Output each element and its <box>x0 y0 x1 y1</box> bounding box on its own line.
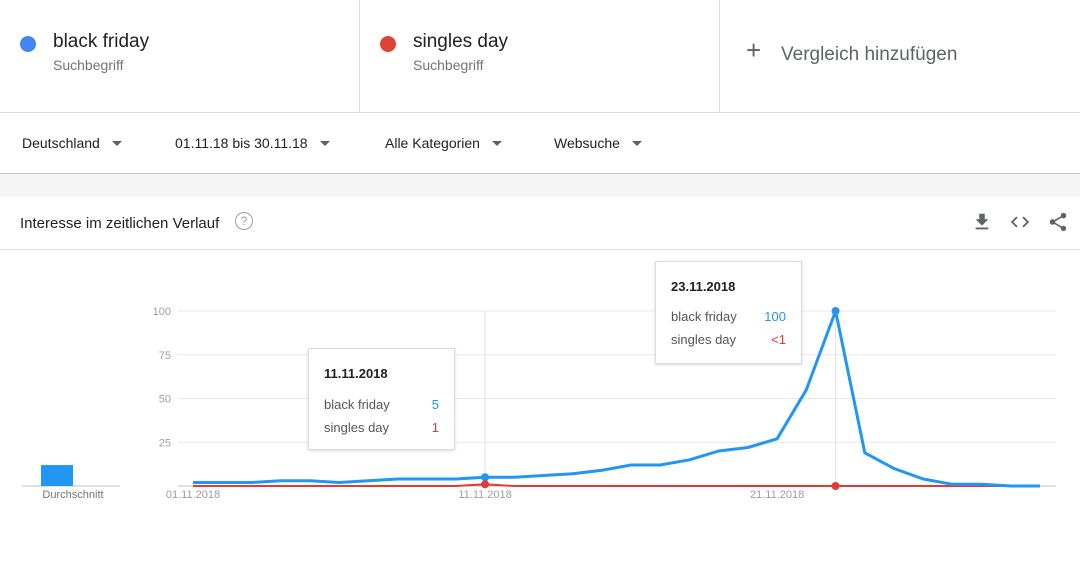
interest-over-time-header: Interesse im zeitlichen Verlauf ? <box>0 197 1080 250</box>
tooltip-series-value: 1 <box>431 420 439 435</box>
download-icon[interactable] <box>971 211 993 233</box>
term-type: Suchbegriff <box>53 57 124 73</box>
series-color-dot <box>380 36 396 52</box>
series-line-singles-day <box>193 483 1040 487</box>
series-line-black-friday <box>193 309 1040 488</box>
tooltip-date: 23.11.2018 <box>671 279 736 294</box>
y-tick-label: 50 <box>159 394 171 406</box>
series-color-dot <box>20 36 36 52</box>
term-card-singles-day[interactable]: singles day Suchbegriff <box>360 0 720 112</box>
comparison-terms-bar: black friday Suchbegriff singles day Suc… <box>0 0 1080 113</box>
x-tick-label: 01.11.2018 <box>166 489 220 501</box>
tooltip-series-value: <1 <box>771 332 786 347</box>
date-range-value: 01.11.18 bis 30.11.18 <box>175 135 308 151</box>
chevron-down-icon <box>631 140 642 146</box>
embed-icon[interactable] <box>1009 211 1031 233</box>
chart-tooltip: 23.11.2018 black friday 100 singles day … <box>655 261 802 364</box>
search-type-dropdown[interactable]: Websuche <box>554 135 642 151</box>
tooltip-series-value: 100 <box>764 309 786 324</box>
region-value: Deutschland <box>22 135 100 151</box>
tooltip-series-value: 5 <box>431 397 439 412</box>
chart-tooltip: 11.11.2018 black friday 5 singles day 1 <box>308 348 455 450</box>
search-type-value: Websuche <box>554 135 620 151</box>
help-icon[interactable]: ? <box>235 212 253 230</box>
y-tick-label: 100 <box>153 306 171 318</box>
tooltip-series-label: black friday <box>324 397 390 412</box>
data-point <box>831 307 840 315</box>
term-type: Suchbegriff <box>413 57 484 73</box>
average-bar <box>41 465 73 486</box>
date-range-dropdown[interactable]: 01.11.18 bis 30.11.18 <box>175 135 330 151</box>
chevron-down-icon <box>491 140 502 146</box>
tooltip-series-label: singles day <box>671 332 737 347</box>
chevron-down-icon <box>319 140 330 146</box>
add-comparison-button[interactable]: + Vergleich hinzufügen <box>720 0 1080 112</box>
data-point <box>831 482 840 490</box>
tooltip-date: 11.11.2018 <box>324 366 388 381</box>
average-label: Durchschnitt <box>42 489 103 501</box>
x-tick-label: 21.11.2018 <box>750 489 804 501</box>
term-name[interactable]: black friday <box>53 31 150 52</box>
add-comparison-label: Vergleich hinzufügen <box>781 44 958 65</box>
tooltip-series-label: singles day <box>324 420 390 435</box>
tooltip-series-label: black friday <box>671 309 737 324</box>
section-divider <box>0 174 1080 197</box>
region-dropdown[interactable]: Deutschland <box>22 135 122 151</box>
plus-icon: + <box>746 35 762 65</box>
interest-line-chart[interactable]: 25 50 75 100 01.11.2018 11.11.2018 21.11.2018 D… <box>0 250 1080 562</box>
data-point <box>481 473 490 482</box>
term-name[interactable]: singles day <box>413 31 509 52</box>
data-point <box>481 480 490 489</box>
panel-title: Interesse im zeitlichen Verlauf <box>20 215 220 232</box>
x-tick-label: 11.11.2018 <box>458 489 511 501</box>
category-dropdown[interactable]: Alle Kategorien <box>385 135 502 151</box>
y-tick-label: 25 <box>159 437 171 449</box>
term-card-black-friday[interactable]: black friday Suchbegriff <box>0 0 360 112</box>
filters-bar: Deutschland 01.11.18 bis 30.11.18 Alle K… <box>0 113 1080 174</box>
y-tick-label: 75 <box>159 350 171 362</box>
category-value: Alle Kategorien <box>385 135 480 151</box>
chevron-down-icon <box>111 140 122 146</box>
share-icon[interactable] <box>1047 211 1069 233</box>
